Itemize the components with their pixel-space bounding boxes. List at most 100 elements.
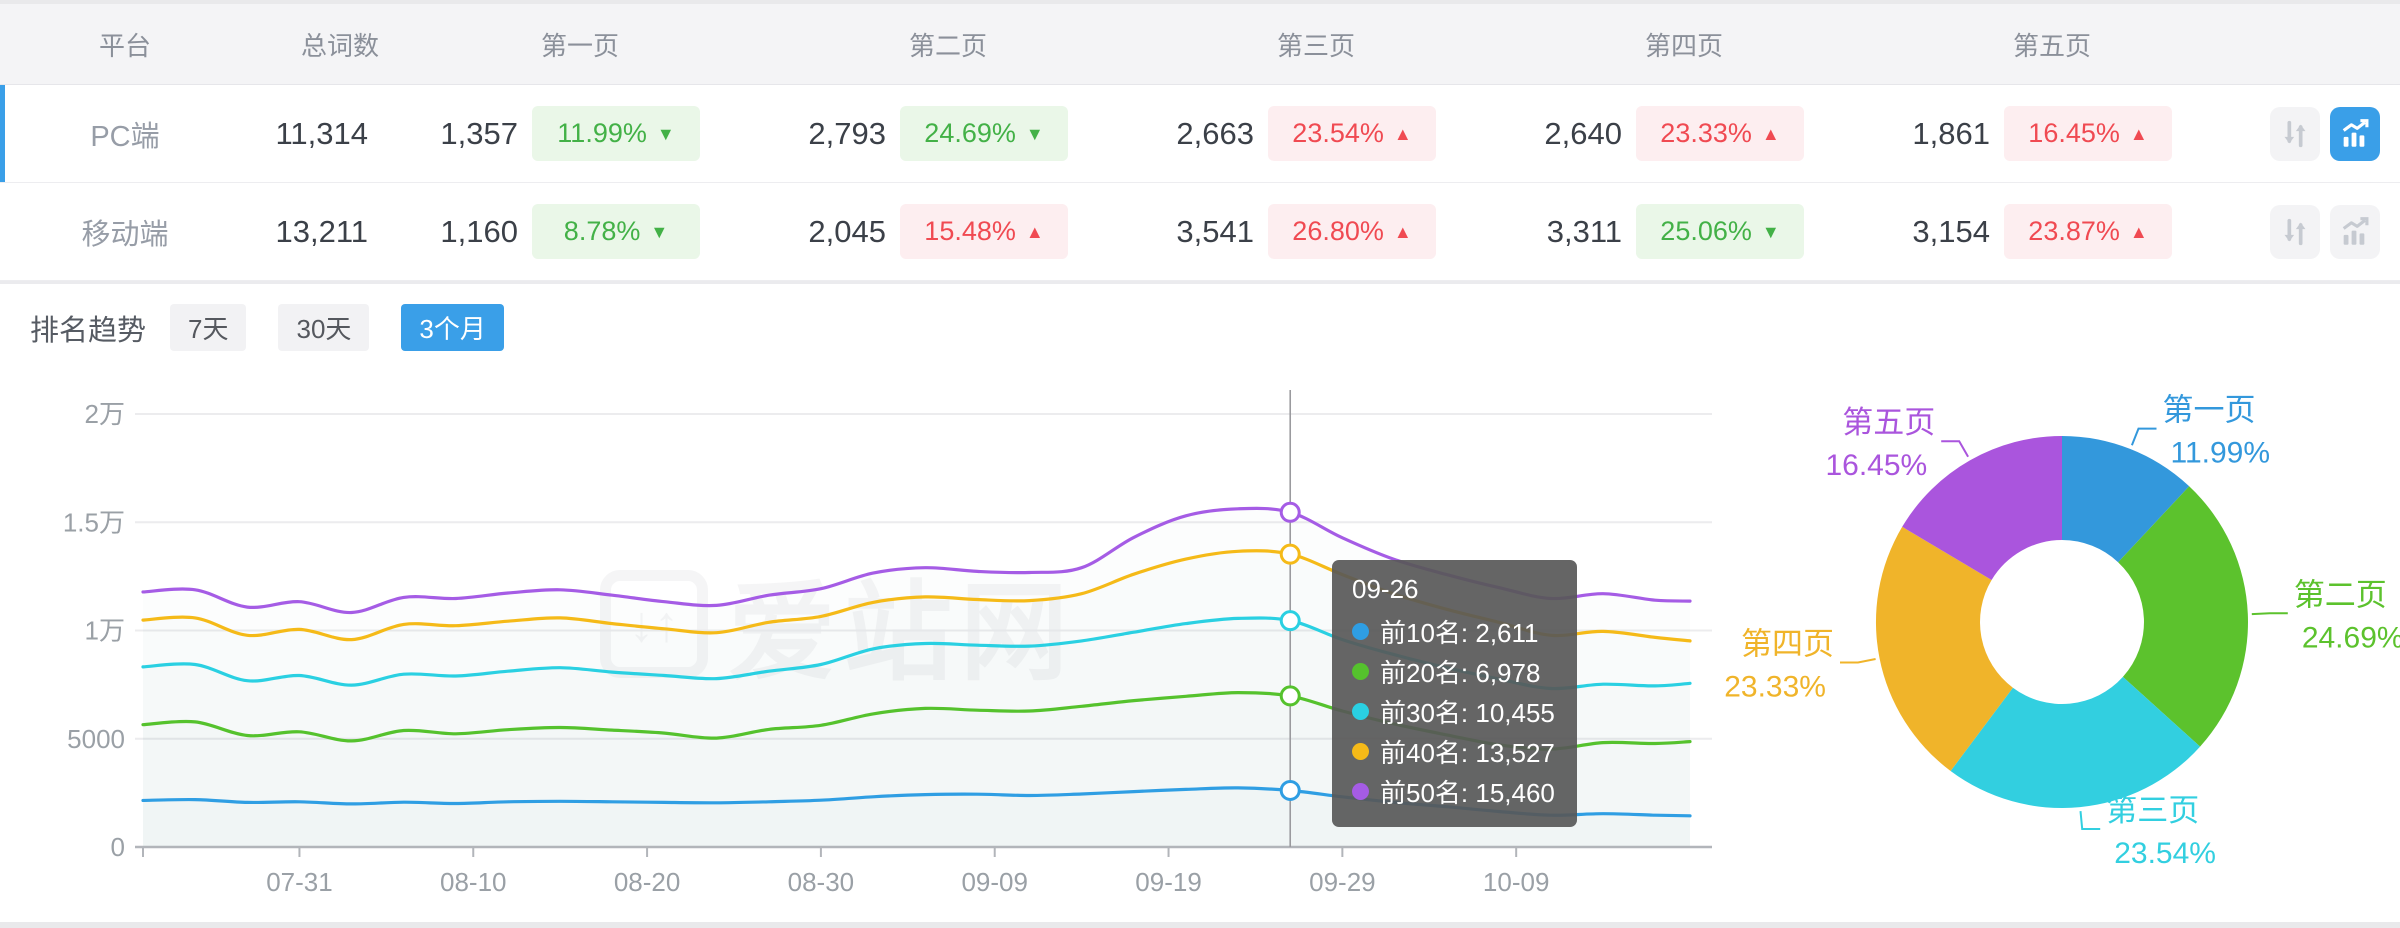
table-row[interactable]: 移动端 13,211 1,160 8.78% ▼ 2,045 15.48% ▲ 3,541 26.… <box>0 183 2400 281</box>
platform-label: 移动端 <box>81 218 169 251</box>
tooltip-date: 09-26 <box>1352 574 1419 604</box>
change-percent: 25.06% <box>1660 216 1752 246</box>
total-keywords-value: 11,314 <box>275 115 368 151</box>
tooltip-items: 前10名: 2,611 前20名: 6,978 前30名: 10,455 前40名: … <box>1352 611 1555 811</box>
arrow-up-icon: ▲ <box>1393 221 1412 242</box>
tooltip-series-value: 前10名: 2,611 <box>1380 617 1539 648</box>
table-row[interactable]: PC端 11,314 1,357 11.99% ▼ 2,793 24.69% ▼ 2,663 23… <box>0 85 2400 183</box>
y-axis-tick-label: 5000 <box>67 724 125 754</box>
donut-label-percent: 11.99% <box>2171 437 2271 470</box>
tooltip-item: 前40名: 13,527 <box>1352 731 1555 771</box>
series-dot-icon <box>1352 662 1369 680</box>
trend-range-tab[interactable]: 7天 <box>170 304 247 351</box>
page-stat-group: 2,640 23.33% ▲ <box>1534 106 1902 161</box>
show-trend-chart-button[interactable] <box>2330 204 2380 259</box>
y-axis-tick-label: 0 <box>111 832 125 862</box>
trend-section-title: 排名趋势 <box>30 314 147 347</box>
column-header: 总词数 <box>300 30 379 61</box>
arrow-up-icon: ▲ <box>1393 123 1412 144</box>
trend-chart-icon <box>2342 216 2369 245</box>
page-stat-group: 2,793 24.69% ▼ <box>798 106 1166 161</box>
x-axis-tick-label: 07-31 <box>266 867 333 897</box>
column-header: 第二页 <box>908 30 987 61</box>
donut-label-name: 第二页 <box>2294 577 2387 612</box>
sort-arrows-icon <box>2284 120 2306 147</box>
show-trend-chart-button[interactable] <box>2330 106 2380 161</box>
page-share-donut-chart[interactable]: 第一页 11.99% 第二页 24.69% 第三页 23.54% 第四页 23.33% 第五页 1… <box>1580 374 2400 922</box>
x-axis-tick-label: 08-20 <box>614 867 681 897</box>
donut-callout-line <box>2251 612 2288 616</box>
charts-area: ↓↑ 爱站网 050001万1.5万2万07-3108-1008-2008-30… <box>0 374 2400 922</box>
row-actions <box>2270 204 2400 259</box>
donut-label-name: 第四页 <box>1741 626 1834 661</box>
total-keywords-value: 13,211 <box>275 213 368 249</box>
platform-label: PC端 <box>90 120 160 153</box>
sort-button[interactable] <box>2270 106 2320 161</box>
row-actions <box>2270 106 2400 161</box>
x-axis-tick-label: 09-29 <box>1309 867 1376 897</box>
change-percent: 23.87% <box>2028 216 2120 246</box>
y-axis-tick-label: 1万 <box>85 616 125 646</box>
donut-slice-第五页[interactable] <box>1902 436 2062 580</box>
change-percent: 26.80% <box>1292 216 1384 246</box>
series-dot-icon <box>1352 742 1369 760</box>
page-stat-group: 1,357 11.99% ▼ <box>430 106 798 161</box>
sort-arrows-icon <box>2284 218 2306 245</box>
table-header-row: 平台 总词数 第一页 第二页 第三页 第四页 第五页 <box>0 4 2400 85</box>
donut-label-percent: 24.69% <box>2302 621 2400 654</box>
change-percent: 15.48% <box>924 216 1016 246</box>
arrow-up-icon: ▲ <box>1025 221 1044 242</box>
trend-range-tabs: 7天 30天 3个月 <box>170 304 504 351</box>
series-dot-icon <box>1352 702 1369 720</box>
chart-tooltip: 09-26 前10名: 2,611 前20名: 6,978 前30名: 10,455… <box>1332 560 1577 827</box>
page-stat-group: 3,541 26.80% ▲ <box>1166 204 1534 259</box>
trend-range-tab[interactable]: 3个月 <box>401 304 504 351</box>
change-badge: 16.45% ▲ <box>2004 106 2172 161</box>
column-header: 第一页 <box>540 30 619 61</box>
donut-slice-第三页[interactable] <box>1950 676 2201 809</box>
change-badge: 15.48% ▲ <box>900 204 1068 259</box>
series-dot-icon <box>1352 782 1369 800</box>
tooltip-series-value: 前40名: 13,527 <box>1380 737 1555 768</box>
page-stat-group: 3,311 25.06% ▼ <box>1534 204 1902 259</box>
column-header: 第三页 <box>1276 30 1355 61</box>
crosshair-marker <box>1279 610 1301 632</box>
tooltip-series-value: 前50名: 15,460 <box>1380 777 1555 808</box>
change-percent: 8.78% <box>563 216 641 246</box>
donut-slice-第二页[interactable] <box>2118 486 2248 747</box>
change-badge: 23.33% ▲ <box>1636 106 1804 161</box>
donut-callout-line <box>1840 658 1876 664</box>
donut-label-name: 第一页 <box>2163 393 2256 428</box>
page-count: 3,311 <box>1546 213 1622 249</box>
donut-label-name: 第三页 <box>2106 793 2199 828</box>
x-axis-tick-label: 09-19 <box>1135 867 1202 897</box>
donut-slice-第一页[interactable] <box>2062 436 2190 563</box>
donut-label-percent: 23.33% <box>1724 670 1826 703</box>
trend-toolbar: 排名趋势 7天 30天 3个月 <box>0 284 2400 371</box>
column-header: 平台 <box>98 30 151 61</box>
y-axis-tick-label: 2万 <box>85 399 125 429</box>
crosshair-marker <box>1279 501 1301 523</box>
change-percent: 11.99% <box>557 118 647 148</box>
tooltip-item: 前20名: 6,978 <box>1352 651 1555 691</box>
column-header: 第五页 <box>2012 30 2091 61</box>
change-percent: 23.33% <box>1660 118 1752 148</box>
page-count: 2,663 <box>1176 115 1254 151</box>
x-axis-tick-label: 08-10 <box>440 867 507 897</box>
page-stat-group: 2,045 15.48% ▲ <box>798 204 1166 259</box>
change-badge: 23.54% ▲ <box>1268 106 1436 161</box>
change-badge: 11.99% ▼ <box>532 106 700 161</box>
tooltip-series-value: 前30名: 10,455 <box>1380 697 1555 728</box>
change-badge: 25.06% ▼ <box>1636 204 1804 259</box>
donut-slice-第四页[interactable] <box>1875 526 2013 771</box>
trend-range-tab[interactable]: 30天 <box>278 304 370 351</box>
tooltip-item: 前50名: 15,460 <box>1352 771 1555 811</box>
arrow-down-icon: ▼ <box>1761 221 1780 242</box>
page-count: 2,640 <box>1544 115 1622 151</box>
arrow-up-icon: ▲ <box>1761 123 1780 144</box>
change-percent: 23.54% <box>1292 118 1384 148</box>
sort-button[interactable] <box>2270 204 2320 259</box>
change-percent: 24.69% <box>924 118 1016 148</box>
crosshair-marker <box>1279 779 1301 801</box>
donut-callout-line <box>2079 811 2101 830</box>
